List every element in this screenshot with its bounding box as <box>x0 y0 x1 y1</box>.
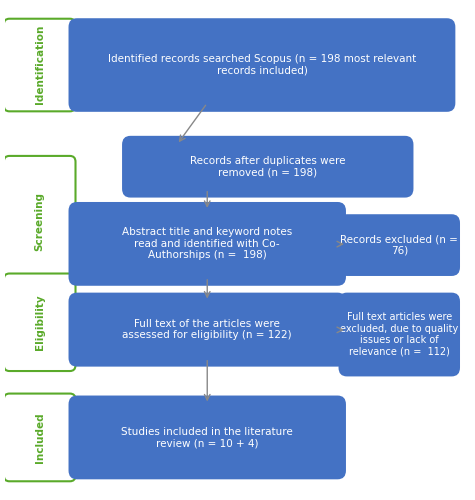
Text: Full text of the articles were
assessed for eligibility (n = 122): Full text of the articles were assessed … <box>123 319 292 340</box>
FancyBboxPatch shape <box>339 292 460 376</box>
FancyBboxPatch shape <box>4 18 76 112</box>
Text: Eligibility: Eligibility <box>35 294 45 350</box>
Text: Records excluded (n =
76): Records excluded (n = 76) <box>340 234 458 256</box>
Text: Identified records searched Scopus (n = 198 most relevant
records included): Identified records searched Scopus (n = … <box>108 54 416 76</box>
FancyBboxPatch shape <box>4 156 76 288</box>
FancyBboxPatch shape <box>68 202 346 286</box>
FancyBboxPatch shape <box>122 136 413 198</box>
FancyBboxPatch shape <box>68 18 456 112</box>
Text: Full text articles were
excluded, due to quality
issues or lack of
relevance (n : Full text articles were excluded, due to… <box>340 312 458 357</box>
Text: Abstract title and keyword notes
read and identified with Co-
Authorships (n =  : Abstract title and keyword notes read an… <box>122 228 293 260</box>
FancyBboxPatch shape <box>68 292 346 366</box>
FancyBboxPatch shape <box>68 396 346 479</box>
FancyBboxPatch shape <box>339 214 460 276</box>
Text: Identification: Identification <box>35 25 45 104</box>
FancyBboxPatch shape <box>4 274 76 371</box>
FancyBboxPatch shape <box>4 394 76 482</box>
Text: Included: Included <box>35 412 45 463</box>
Text: Studies included in the literature
review (n = 10 + 4): Studies included in the literature revie… <box>122 426 293 448</box>
Text: Screening: Screening <box>35 192 45 251</box>
Text: Records after duplicates were
removed (n = 198): Records after duplicates were removed (n… <box>190 156 345 178</box>
